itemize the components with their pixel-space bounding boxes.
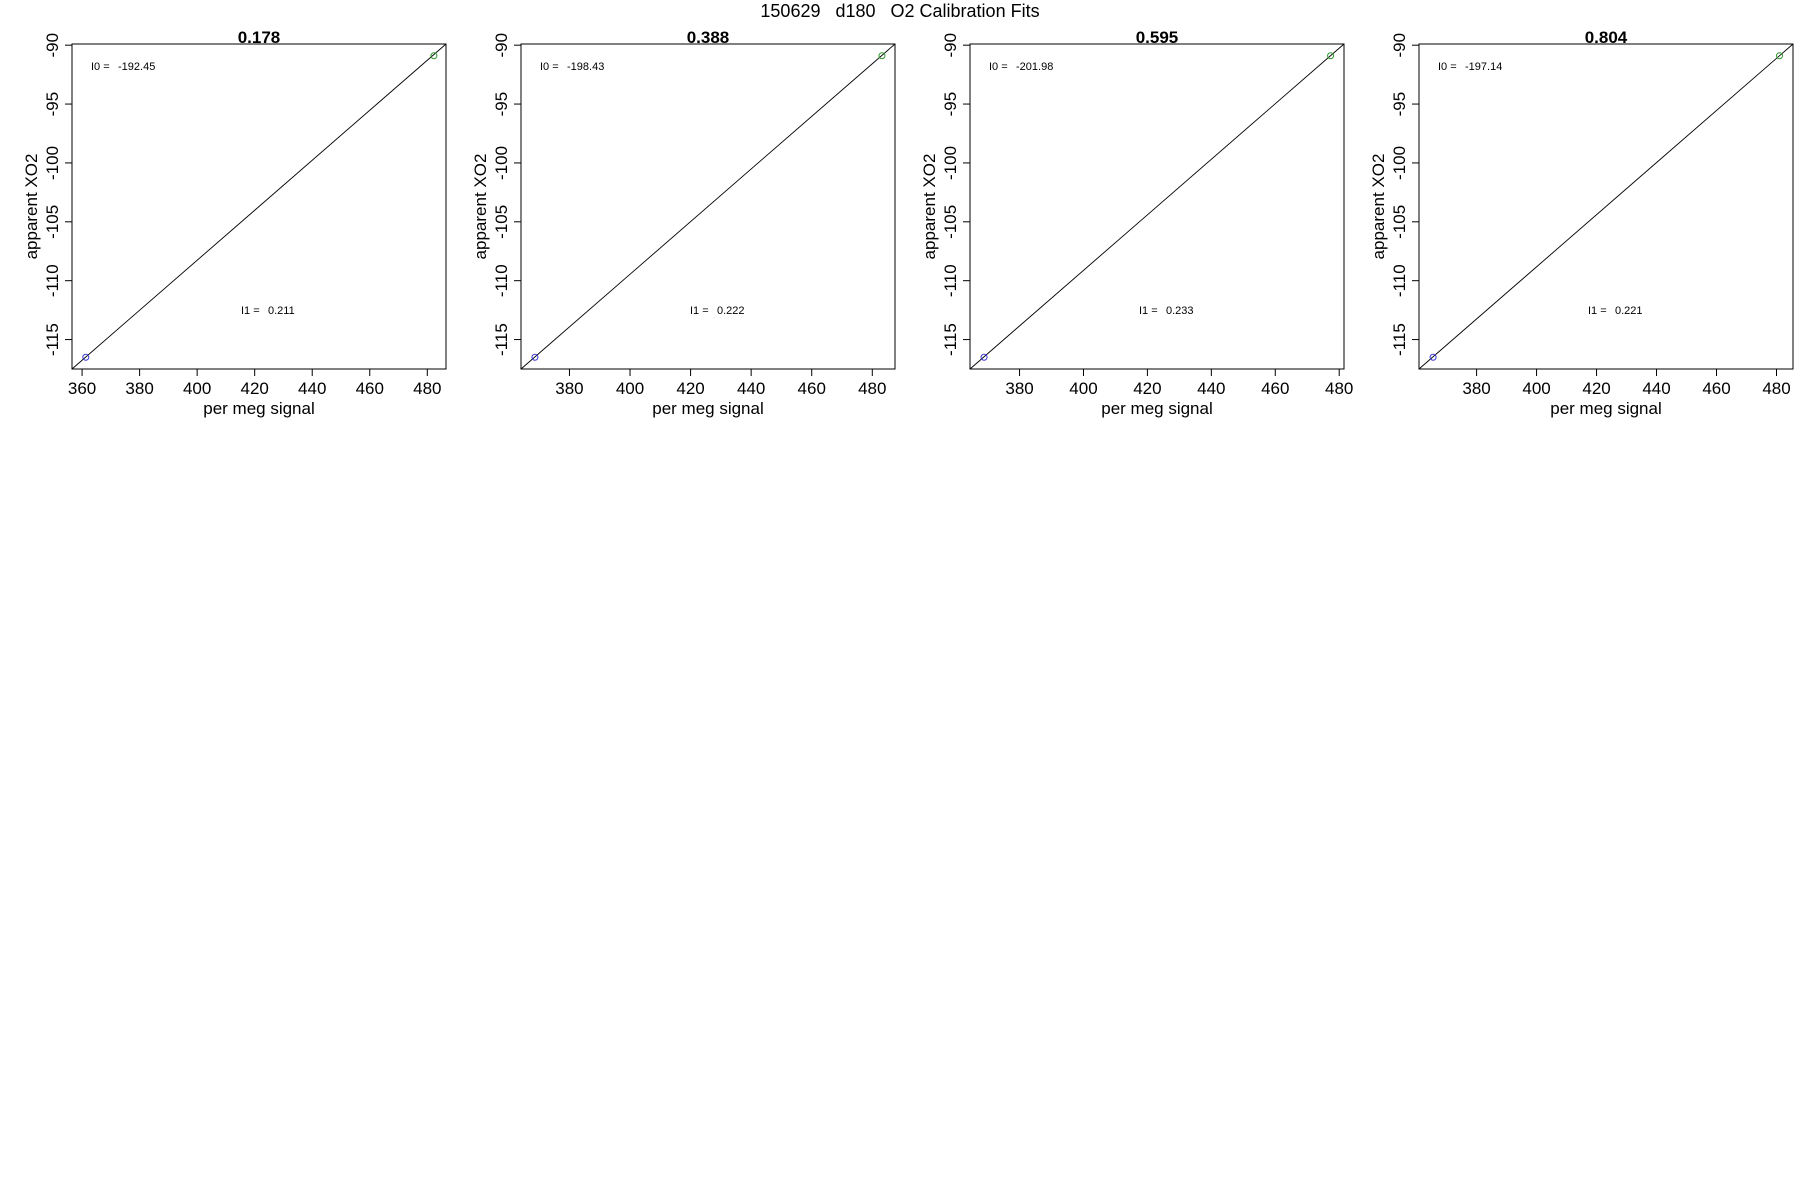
y-tick-label: -110 bbox=[43, 264, 62, 297]
fit-line bbox=[1418, 43, 1794, 370]
annotation-i1-label: I1 = bbox=[1139, 305, 1158, 317]
x-tick-label: 480 bbox=[858, 379, 886, 398]
y-tick-label: -110 bbox=[1390, 264, 1409, 297]
data-point bbox=[82, 353, 90, 361]
data-point bbox=[430, 52, 438, 60]
x-tick-label: 380 bbox=[125, 379, 153, 398]
x-tick-label: 400 bbox=[1069, 379, 1097, 398]
y-tick-label: -95 bbox=[1390, 92, 1409, 117]
data-point bbox=[1429, 353, 1437, 361]
annotation-i1-label: I1 = bbox=[241, 305, 260, 317]
plot-frame bbox=[520, 43, 896, 370]
data-point bbox=[878, 52, 886, 60]
x-tick-label: 440 bbox=[1642, 379, 1670, 398]
annotation-i0-label: I0 = bbox=[540, 61, 559, 73]
plot-frame bbox=[969, 43, 1345, 370]
x-axis-label: per meg signal bbox=[652, 399, 764, 418]
x-tick-label: 380 bbox=[555, 379, 583, 398]
x-tick-label: 380 bbox=[1005, 379, 1033, 398]
y-tick-label: -115 bbox=[941, 323, 960, 356]
y-tick-label: -105 bbox=[492, 205, 511, 239]
y-tick-label: -100 bbox=[941, 146, 960, 180]
y-tick-label: -90 bbox=[941, 33, 960, 58]
x-tick-label: 480 bbox=[1325, 379, 1353, 398]
annotation-i0-label: I0 = bbox=[91, 61, 110, 73]
y-tick-label: -105 bbox=[1390, 205, 1409, 239]
calibration-charts: 0.178 360 380 400 420 440 460 480 -115 -110 -105 -1… bbox=[22, 28, 1794, 418]
x-tick-label: 420 bbox=[676, 379, 704, 398]
chart-panel-2: 0.388 380 400 420 440 460 480 -115 -110 -105 -100 -… bbox=[471, 28, 896, 418]
plot-frame bbox=[71, 43, 447, 370]
y-tick-label: -90 bbox=[492, 33, 511, 58]
annotation-i0-value: -201.98 bbox=[1016, 61, 1053, 73]
x-tick-label: 380 bbox=[1462, 379, 1490, 398]
chart-panel-1: 0.178 360 380 400 420 440 460 480 -115 -110 -105 -1… bbox=[22, 28, 447, 418]
annotation-i0-value: -192.45 bbox=[118, 61, 155, 73]
x-tick-label: 460 bbox=[356, 379, 384, 398]
x-tick-label: 480 bbox=[1762, 379, 1790, 398]
y-axis-label: apparent XO2 bbox=[471, 154, 490, 260]
x-tick-label: 400 bbox=[616, 379, 644, 398]
annotation-i1-label: I1 = bbox=[1588, 305, 1607, 317]
annotation-i1-value: 0.211 bbox=[268, 305, 295, 317]
x-tick-label: 400 bbox=[183, 379, 211, 398]
plot-frame bbox=[1418, 43, 1794, 370]
y-tick-label: -95 bbox=[492, 92, 511, 117]
panel-title: 0.388 bbox=[687, 28, 730, 47]
y-tick-label: -110 bbox=[941, 264, 960, 297]
fit-line bbox=[969, 43, 1345, 370]
y-tick-label: -110 bbox=[492, 264, 511, 297]
x-axis-label: per meg signal bbox=[203, 399, 315, 418]
data-point bbox=[531, 353, 539, 361]
y-axis-label: apparent XO2 bbox=[22, 154, 41, 260]
x-tick-label: 460 bbox=[798, 379, 826, 398]
annotation-i1-label: I1 = bbox=[690, 305, 709, 317]
data-point bbox=[1776, 52, 1784, 60]
y-tick-label: -90 bbox=[43, 33, 62, 58]
y-tick-label: -100 bbox=[1390, 146, 1409, 180]
x-axis-label: per meg signal bbox=[1550, 399, 1662, 418]
x-tick-label: 440 bbox=[298, 379, 326, 398]
annotation-i0-label: I0 = bbox=[1438, 61, 1457, 73]
y-tick-label: -90 bbox=[1390, 33, 1409, 58]
y-axis-label: apparent XO2 bbox=[1369, 154, 1388, 260]
y-tick-label: -115 bbox=[1390, 323, 1409, 356]
x-tick-label: 460 bbox=[1261, 379, 1289, 398]
panel-title: 0.804 bbox=[1585, 28, 1628, 47]
panel-title: 0.595 bbox=[1136, 28, 1179, 47]
data-point bbox=[980, 353, 988, 361]
annotation-i1-value: 0.233 bbox=[1166, 305, 1194, 317]
x-tick-label: 400 bbox=[1522, 379, 1550, 398]
y-tick-label: -105 bbox=[941, 205, 960, 239]
x-axis-label: per meg signal bbox=[1101, 399, 1213, 418]
x-tick-label: 460 bbox=[1702, 379, 1730, 398]
data-point bbox=[1327, 52, 1335, 60]
x-tick-label: 420 bbox=[1582, 379, 1610, 398]
annotation-i0-value: -198.43 bbox=[567, 61, 604, 73]
x-tick-label: 420 bbox=[1133, 379, 1161, 398]
x-tick-label: 420 bbox=[240, 379, 268, 398]
panel-title: 0.178 bbox=[238, 28, 281, 47]
y-tick-label: -95 bbox=[941, 92, 960, 117]
fit-line bbox=[71, 43, 447, 370]
x-tick-label: 440 bbox=[1197, 379, 1225, 398]
y-tick-label: -105 bbox=[43, 205, 62, 239]
y-tick-label: -115 bbox=[43, 323, 62, 356]
chart-panel-3: 0.595 380 400 420 440 460 480 -115 -110 -105 -100 -… bbox=[920, 28, 1353, 418]
y-tick-label: -115 bbox=[492, 323, 511, 356]
chart-panel-4: 0.804 380 400 420 440 460 480 -115 -110 -105 -100 -… bbox=[1369, 28, 1794, 418]
x-tick-label: 360 bbox=[68, 379, 96, 398]
y-tick-label: -100 bbox=[43, 146, 62, 180]
annotation-i0-value: -197.14 bbox=[1465, 61, 1502, 73]
figure-title: 150629 d180 O2 Calibration Fits bbox=[760, 1, 1040, 21]
y-tick-label: -95 bbox=[43, 92, 62, 117]
y-tick-label: -100 bbox=[492, 146, 511, 180]
annotation-i0-label: I0 = bbox=[989, 61, 1008, 73]
annotation-i1-value: 0.221 bbox=[1615, 305, 1643, 317]
x-tick-label: 480 bbox=[413, 379, 441, 398]
y-axis-label: apparent XO2 bbox=[920, 154, 939, 260]
x-tick-label: 440 bbox=[737, 379, 765, 398]
fit-line bbox=[520, 43, 896, 370]
annotation-i1-value: 0.222 bbox=[717, 305, 745, 317]
